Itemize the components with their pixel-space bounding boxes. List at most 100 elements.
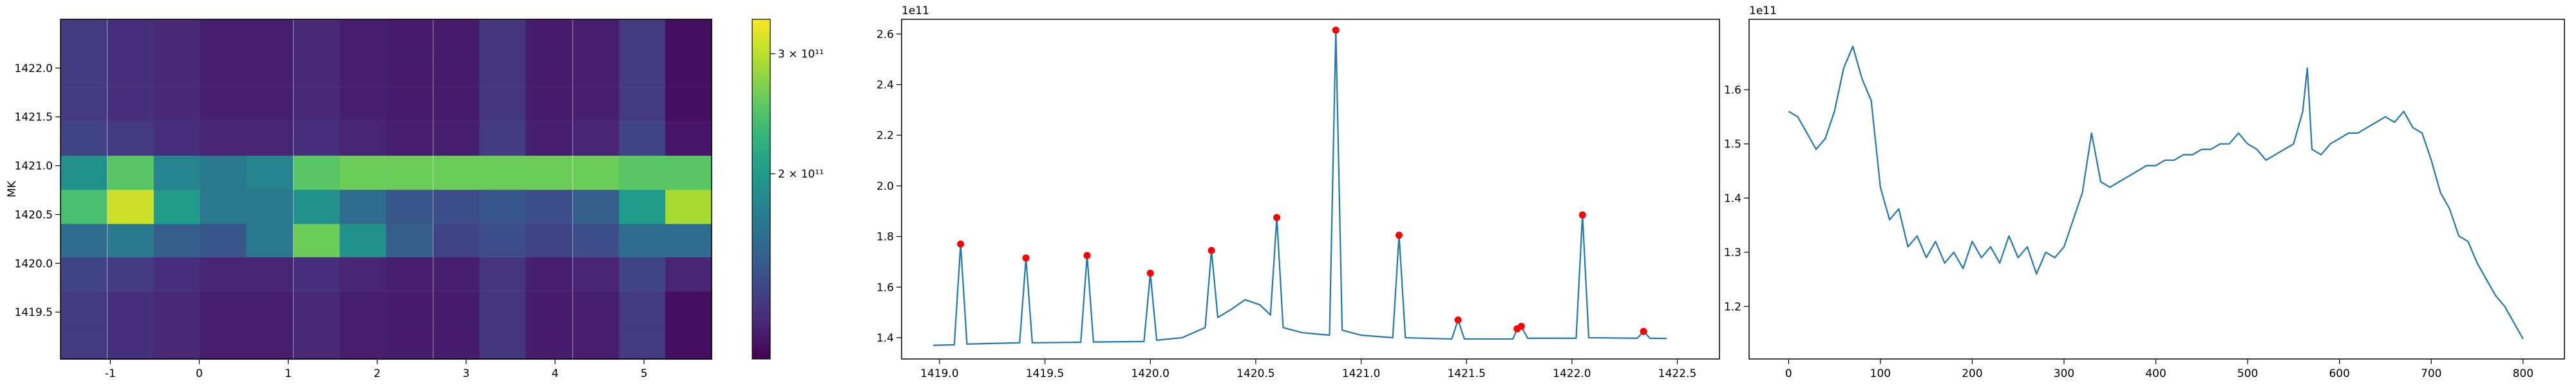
y-tick-label: 2.6 [876,28,894,41]
heatmap-cell [60,53,108,87]
heatmap-cell [386,155,433,190]
heatmap-cell [200,189,247,225]
peak-marker [1022,254,1030,262]
axes-frame [901,19,1720,360]
heatmap-cell [108,257,155,291]
heatmap-cell [619,257,666,291]
heatmap-cell [200,121,247,156]
heatmap-cell [479,325,527,360]
data-line [1788,46,2524,340]
heatmap-cell [386,189,433,225]
heatmap-cell [526,53,573,87]
data-line [933,29,1667,346]
heatmap-cell [60,257,108,291]
heatmap-cell [108,291,155,326]
y-tick-label: 1420.0 [15,257,53,270]
heatmap-cell [573,155,620,190]
heatmap-cell [573,325,620,360]
x-tick-label: 2 [374,367,381,380]
heatmap-cell [339,223,387,257]
heatmap-cell [433,121,480,156]
heatmap-cell [386,223,433,257]
heatmap-cell [619,87,666,122]
heatmap-cell [386,121,433,156]
heatmap-cell [479,53,527,87]
heatmap-cell [153,53,201,87]
y-tick-label: 1420.5 [15,208,53,221]
heatmap-cell [526,155,573,190]
heatmap-cell [665,223,712,257]
heatmap-cell [200,155,247,190]
heatmap-cell [108,87,155,122]
x-tick-label: 200 [1962,367,1982,380]
heatmap-cell [153,155,201,190]
heatmap-cell [108,53,155,87]
x-tick-label: 0 [1785,367,1792,380]
heatmap-cell [479,223,527,257]
heatmap-cell [479,155,527,190]
heatmap-cell [153,121,201,156]
heatmap-cell [108,19,155,53]
heatmap-cell [339,291,387,326]
heatmap-cell [339,121,387,156]
heatmap-cell [665,53,712,87]
heatmap-cell [246,87,294,122]
heatmap-cell [200,325,247,360]
y-axis-label: MK [6,180,19,198]
heatmap-cell [573,257,620,291]
heatmap-cell [200,87,247,122]
heatmap-cell [293,121,341,156]
heatmap-cell [665,189,712,225]
heatmap-cell [526,121,573,156]
heatmap-cell [108,155,155,190]
heatmap-cell [293,87,341,122]
y-tick-label: 2.2 [876,129,894,142]
heatmap-cell [479,121,527,156]
heatmap-cell [339,53,387,87]
heatmap-cell [619,53,666,87]
heatmap-cell [339,87,387,122]
heatmap-cell [293,53,341,87]
heatmap-cell [479,291,527,326]
heatmap-cell [153,189,201,225]
heatmap-cell [60,19,108,53]
heatmap-cell [200,291,247,326]
heatmap-cell [433,325,480,360]
heatmap-cell [200,19,247,53]
heatmap-cell [108,121,155,156]
heatmap-cell [479,87,527,122]
heatmap-cell [573,87,620,122]
x-tick-label: 700 [2421,367,2441,380]
heatmap-cell [479,189,527,225]
heatmap-cell [153,325,201,360]
heatmap-cell [246,189,294,225]
heatmap-cell [60,121,108,156]
y-tick-label: 1422.0 [15,62,53,75]
axes-frame [60,19,712,360]
heatmap-cell [153,87,201,122]
x-tick-label: 800 [2513,367,2533,380]
heatmap-cell [526,19,573,53]
heatmap-cell [386,291,433,326]
heatmap-cell [386,53,433,87]
heatmap-cell [573,189,620,225]
x-tick-label: 1419.5 [1026,367,1064,380]
y-tick-label: 1.2 [1724,300,1741,313]
heatmap-cell [526,87,573,122]
heatmap-cell [433,291,480,326]
peak-marker [957,240,965,248]
y-tick-label: 1.6 [876,281,894,294]
heatmap-cell [526,223,573,257]
heatmap-cell [246,291,294,326]
heatmap-cell [339,155,387,190]
peak-marker [1640,327,1647,335]
peak-marker [1146,270,1154,277]
heatmap-cell [108,325,155,360]
heatmap-cell [665,121,712,156]
heatmap-cell [339,257,387,291]
y-tick-label: 2.4 [876,79,894,92]
x-tick-label: 600 [2329,367,2349,380]
y-tick-label: 2.0 [876,180,894,193]
heatmap-cell [526,257,573,291]
